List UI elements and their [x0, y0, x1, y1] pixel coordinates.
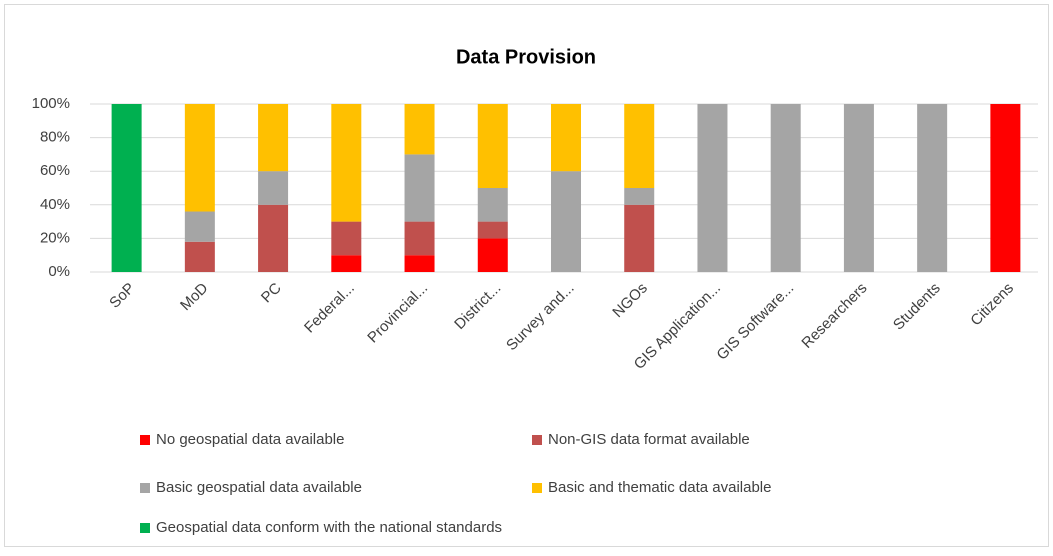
legend-label: Geospatial data conform with the nationa… — [156, 519, 502, 536]
bar-segment — [843, 104, 874, 272]
bar-segment — [258, 204, 289, 272]
y-tick-label: 20% — [40, 229, 70, 246]
legend-swatch — [140, 523, 150, 533]
legend-swatch — [140, 483, 150, 493]
bar-segment — [697, 104, 728, 272]
bar-segment — [331, 255, 362, 272]
bar-segment — [477, 104, 508, 188]
bar-segment — [990, 104, 1021, 272]
bar-segment — [331, 104, 362, 222]
y-tick-label: 100% — [32, 95, 70, 112]
bar-segment — [111, 104, 142, 272]
bar-segment — [624, 204, 655, 272]
bar-segment — [770, 104, 801, 272]
bar-segment — [184, 241, 215, 272]
legend-swatch — [140, 435, 150, 445]
bar-segment — [551, 104, 581, 172]
bar-segment — [184, 211, 215, 242]
bar-segment — [258, 171, 289, 205]
y-tick-label: 0% — [48, 263, 70, 280]
bar-segment — [624, 188, 655, 205]
legend-label: Non-GIS data format available — [548, 431, 750, 448]
bar-segment — [477, 221, 508, 239]
y-tick-label: 60% — [40, 162, 70, 179]
bar-segment — [404, 104, 435, 155]
bar-segment — [477, 238, 508, 272]
legend-label: Basic geospatial data available — [156, 479, 362, 496]
bar-segment — [404, 255, 435, 272]
bar-segment — [477, 188, 508, 222]
bar-segment — [258, 104, 289, 172]
legend-label: Basic and thematic data available — [548, 479, 771, 496]
bar-segment — [917, 104, 948, 272]
bar-segment — [624, 104, 655, 188]
bar-segment — [551, 171, 581, 272]
legend-label: No geospatial data available — [156, 431, 344, 448]
legend-swatch — [532, 483, 542, 493]
chart-title: Data Provision — [456, 46, 596, 68]
legend-swatch — [532, 435, 542, 445]
bar-segment — [331, 221, 362, 256]
bar-segment — [184, 104, 215, 212]
bar-segment — [404, 221, 435, 256]
y-tick-label: 80% — [40, 129, 70, 146]
bar-segment — [404, 154, 435, 222]
chart-frame — [4, 4, 1049, 547]
y-tick-label: 40% — [40, 196, 70, 213]
